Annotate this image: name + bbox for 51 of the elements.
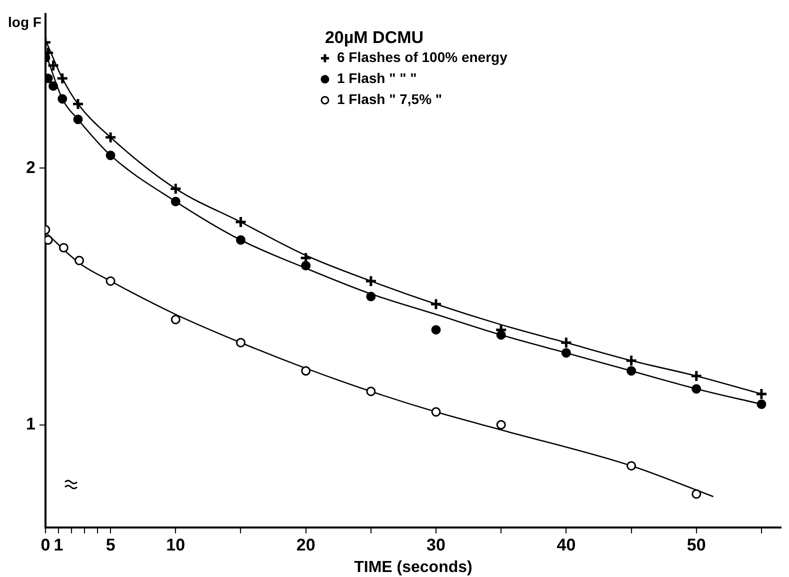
point <box>755 388 768 400</box>
point <box>106 150 116 160</box>
point <box>56 72 69 85</box>
point <box>170 196 180 206</box>
y-tick-label: 2 <box>26 158 36 177</box>
x-tick-label: 20 <box>296 535 316 554</box>
x-tick-label: 50 <box>686 535 706 554</box>
point <box>170 314 180 324</box>
point <box>625 354 638 367</box>
legend-label: 1 Flash " " " <box>336 70 417 86</box>
legend-title: 20µM DCMU <box>324 28 424 47</box>
point <box>74 256 84 266</box>
x-tick-label: 1 <box>54 535 64 554</box>
legend-label: 6 Flashes of 100% energy <box>336 49 508 66</box>
point <box>48 81 58 91</box>
x-axis-title: TIME (seconds) <box>354 558 472 576</box>
point <box>236 235 246 245</box>
x-tick-label: 40 <box>556 535 576 554</box>
x-tick-label: 0 <box>40 535 50 554</box>
point <box>431 325 441 335</box>
point <box>301 366 311 376</box>
point <box>234 216 247 228</box>
point <box>58 94 68 104</box>
point <box>106 276 116 286</box>
point <box>72 98 84 110</box>
point <box>366 292 376 302</box>
x-tick-label: 10 <box>166 535 186 554</box>
point <box>560 336 572 349</box>
point <box>692 384 702 394</box>
point <box>169 182 182 195</box>
point <box>496 420 506 430</box>
point <box>756 399 766 409</box>
point <box>692 489 702 499</box>
x-tick-label: 5 <box>106 535 116 554</box>
x-tick-label: 30 <box>426 535 446 554</box>
legend-label: 1 Flash " 7,5% " <box>336 91 442 108</box>
point <box>236 338 246 348</box>
point <box>104 131 117 144</box>
point <box>561 348 571 358</box>
point <box>626 366 636 376</box>
y-axis-title: log F <box>8 14 42 30</box>
point <box>58 242 68 252</box>
point <box>430 298 442 310</box>
point <box>626 461 636 471</box>
point <box>47 59 60 72</box>
point <box>431 407 441 417</box>
point <box>690 370 703 382</box>
point <box>366 386 376 396</box>
point <box>301 260 311 270</box>
point <box>364 274 378 288</box>
point <box>73 114 83 124</box>
